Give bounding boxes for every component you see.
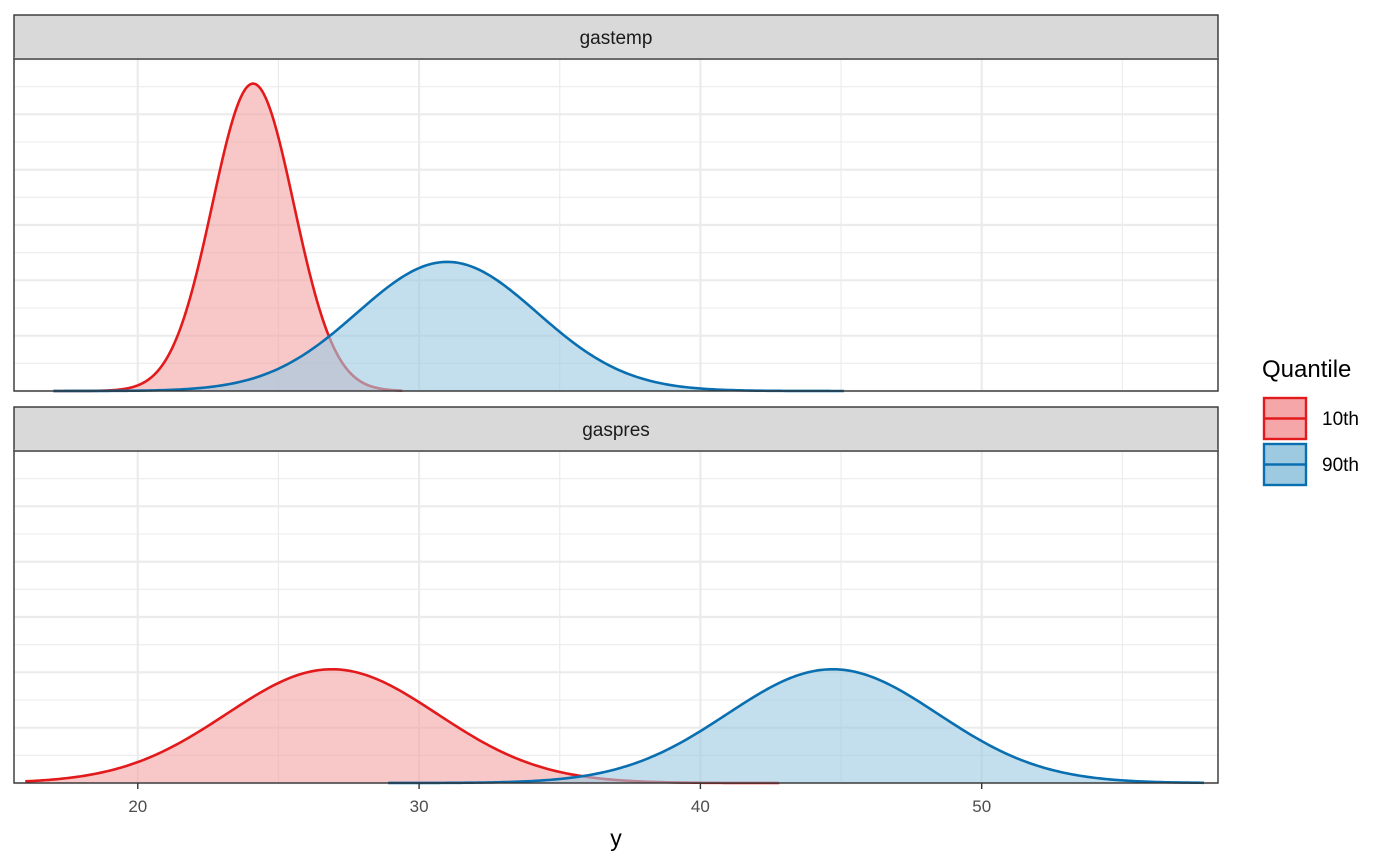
panel-border-gastemp [13, 58, 1219, 392]
legend-item-10th: 10th [1262, 396, 1359, 441]
x-tick-label: 20 [128, 797, 147, 816]
strip-label-gastemp: gastemp [580, 28, 653, 49]
facet-panel-gastemp: gastemp [13, 14, 1219, 393]
x-tick-label: 30 [410, 797, 429, 816]
legend-title: Quantile [1262, 356, 1351, 383]
density-area-90th [388, 669, 1204, 783]
legend-label-90th: 90th [1322, 455, 1359, 476]
x-axis-title: y [610, 825, 622, 851]
strip-label-gaspres: gaspres [582, 420, 650, 441]
strip-background-gaspres [13, 406, 1219, 452]
density-line-90th [388, 667, 1204, 785]
density-area-10th [25, 669, 780, 783]
strip-background-gastemp [13, 14, 1219, 60]
legend-label-10th: 10th [1322, 409, 1359, 430]
density-area-90th [53, 261, 844, 391]
density-line-90th [53, 260, 844, 393]
facet-panel-gaspres: gaspres [13, 406, 1219, 785]
panel-border-gaspres [13, 450, 1219, 784]
density-series-gaspres [25, 667, 1204, 785]
x-tick-label: 50 [972, 797, 991, 816]
density-series-gastemp [53, 82, 844, 393]
x-axis: 20 30 40 50 [128, 783, 991, 816]
legend: Quantile 10th 90th [1262, 356, 1359, 487]
x-tick-label: 40 [691, 797, 710, 816]
legend-item-90th: 90th [1262, 442, 1359, 487]
density-area-10th [53, 83, 403, 391]
